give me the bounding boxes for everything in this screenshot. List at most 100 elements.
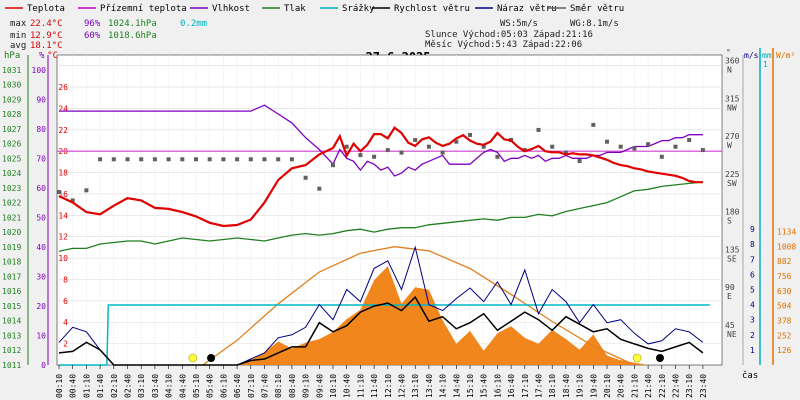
wind-direction-point xyxy=(536,127,541,132)
wind-direction-point xyxy=(248,157,253,162)
rain-total-line xyxy=(59,304,710,366)
stat-avg-label: avg xyxy=(10,41,26,51)
pressure-tick: 1021 xyxy=(2,213,21,222)
x-tick-label: 00:10 xyxy=(55,374,64,398)
wind-speed-tick: 5 xyxy=(750,286,755,295)
wind-speed-tick: 6 xyxy=(750,270,755,279)
x-tick-label: 19:10 xyxy=(576,374,585,398)
solar-tick: 1008 xyxy=(777,242,796,251)
solar-tick: 756 xyxy=(777,272,792,281)
x-tick-label: 14:10 xyxy=(439,374,448,398)
humidity-line xyxy=(59,104,703,177)
temperature-tick: 2 xyxy=(63,340,68,349)
humidity-tick: 20 xyxy=(36,302,46,311)
direction-tick-label: NE xyxy=(727,330,737,339)
solar-tick: 504 xyxy=(777,302,792,311)
stat-min-hum: 60% xyxy=(84,31,101,41)
humidity-tick: 30 xyxy=(36,272,46,281)
solar-tick: 882 xyxy=(777,257,792,266)
wind-direction-point xyxy=(262,157,267,162)
wind-direction-point xyxy=(303,175,308,180)
wind-direction-point xyxy=(454,139,459,144)
humidity-tick: 50 xyxy=(36,213,46,222)
stats-block: max 22.4°C 96% 1024.1hPa 0.2mm min 12.9°… xyxy=(10,19,619,51)
pressure-tick: 1011 xyxy=(2,361,21,370)
x-tick-label: 20:40 xyxy=(617,374,626,398)
x-tick-label: 06:10 xyxy=(219,374,228,398)
sun-event-marker xyxy=(188,353,198,363)
temperature-tick: 24 xyxy=(58,104,68,113)
x-tick-label: 04:40 xyxy=(178,374,187,398)
wind-direction-point xyxy=(385,148,390,153)
legend-label: Rychlost větru xyxy=(394,4,470,14)
pressure-tick: 1023 xyxy=(2,184,21,193)
humidity-tick: 60 xyxy=(36,184,46,193)
wind-direction-point xyxy=(194,157,198,162)
humidity-tick: 90 xyxy=(36,95,46,104)
pressure-unit: hPa xyxy=(4,51,20,61)
stat-min-label: min xyxy=(10,31,26,41)
x-tick-label: 23:40 xyxy=(699,374,708,398)
wind-direction-point xyxy=(563,150,568,155)
stat-max-label: max xyxy=(10,19,27,29)
x-tick-label: 19:40 xyxy=(589,374,598,398)
pressure-tick: 1012 xyxy=(2,346,21,355)
wind-direction-point xyxy=(180,157,185,162)
direction-unit: ° xyxy=(726,48,731,57)
wind-direction-point xyxy=(659,154,664,159)
wind-direction-point xyxy=(70,198,75,203)
direction-tick-degrees: 315 xyxy=(725,94,740,103)
stat-wind-speed: WS:5m/s xyxy=(500,19,538,29)
sun-times: Slunce Východ:05:03 Západ:21:16 xyxy=(425,30,593,40)
wind-speed-tick: 9 xyxy=(750,225,755,234)
x-tick-label: 22:40 xyxy=(672,374,681,398)
wind-speed-tick: 8 xyxy=(750,240,755,249)
direction-tick-label: N xyxy=(727,66,732,75)
direction-tick-label: E xyxy=(727,292,732,301)
solar-tick: 378 xyxy=(777,317,792,326)
wind-direction-point xyxy=(426,144,431,149)
direction-tick-label: NW xyxy=(727,103,737,112)
wind-speed-tick: 3 xyxy=(750,316,755,325)
solar-tick: 252 xyxy=(777,331,792,340)
rain-unit: mm xyxy=(762,51,772,60)
x-tick-label: 05:10 xyxy=(192,374,201,398)
stat-max-rain: 0.2mm xyxy=(180,19,207,29)
wind-direction-point xyxy=(317,186,322,191)
humidity-tick: 80 xyxy=(36,125,46,134)
direction-tick-degrees: 360 xyxy=(725,57,740,66)
wind-direction-point xyxy=(495,154,500,159)
x-tick-label: 15:10 xyxy=(466,374,475,398)
pressure-tick: 1031 xyxy=(2,66,21,75)
stat-min-temp: 12.9°C xyxy=(30,31,63,41)
wind-direction-point xyxy=(276,157,281,162)
x-tick-label: 03:40 xyxy=(151,374,160,398)
x-tick-label: 11:10 xyxy=(356,374,365,398)
stat-max-press: 1024.1hPa xyxy=(108,19,157,29)
temperature-tick: 12 xyxy=(58,233,68,242)
pressure-tick: 1027 xyxy=(2,125,21,134)
x-tick-label: 22:10 xyxy=(658,374,667,398)
x-tick-label: 17:10 xyxy=(521,374,530,398)
legend-label: Náraz větru xyxy=(497,4,557,14)
wind-direction-point xyxy=(481,144,486,149)
x-tick-label: 10:40 xyxy=(343,374,352,398)
x-tick-label: 20:10 xyxy=(603,374,612,398)
sun-event-marker xyxy=(632,353,642,363)
pressure-tick: 1030 xyxy=(2,81,21,90)
x-tick-label: 18:40 xyxy=(562,374,571,398)
wind-direction-point xyxy=(577,158,582,163)
humidity-tick: 10 xyxy=(36,331,46,340)
legend-label: Teplota xyxy=(27,4,65,14)
legend-label: Tlak xyxy=(284,4,306,14)
wind-direction-point xyxy=(550,144,555,149)
x-tick-label: 14:40 xyxy=(452,374,461,398)
pressure-tick: 1014 xyxy=(2,317,21,326)
direction-tick-degrees: 135 xyxy=(725,245,740,254)
pressure-line xyxy=(58,181,703,252)
temperature-tick: 16 xyxy=(58,190,68,199)
wind-direction-point xyxy=(331,163,335,168)
x-tick-label: 09:40 xyxy=(315,374,324,398)
x-tick-label: 01:40 xyxy=(96,374,105,398)
